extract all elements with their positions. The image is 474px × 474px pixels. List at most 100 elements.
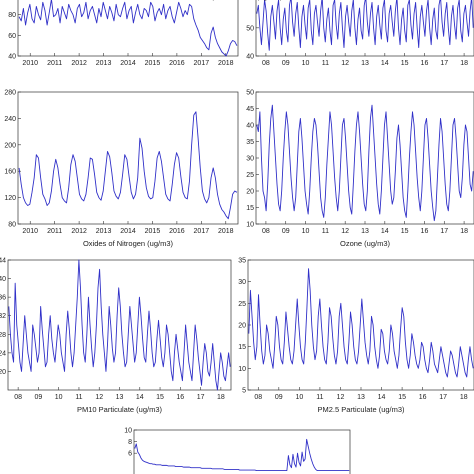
x-tick-label: 11 (322, 228, 329, 235)
y-tick-label: 6 (128, 451, 132, 458)
x-tick-label: 11 (316, 394, 323, 401)
plot-frame (247, 259, 474, 391)
plot-frame (255, 91, 474, 225)
x-tick-label: 2018 (218, 60, 234, 67)
y-tick-label: 10 (238, 366, 246, 373)
x-tick-label: 11 (322, 60, 329, 67)
x-tick-label: 2013 (96, 228, 112, 235)
x-tick-label: 2012 (71, 228, 87, 235)
y-tick-label: 40 (246, 123, 254, 130)
x-tick-label: 09 (282, 228, 290, 235)
x-tick-label: 10 (302, 60, 310, 67)
x-tick-label: 12 (341, 228, 349, 235)
x-tick-label: 14 (136, 394, 144, 401)
panel-title: Sulphur Dioxide (ug/m3) (202, 0, 283, 1)
x-tick-label: 18 (460, 228, 468, 235)
x-tick-label: 09 (282, 60, 290, 67)
x-tick-label: 08 (14, 394, 22, 401)
panel-title: PM2.5 Particulate (ug/m3) (317, 405, 405, 414)
series-line (134, 438, 350, 472)
y-tick-label: 50 (246, 90, 254, 97)
series-line (248, 268, 474, 378)
x-tick-label: 10 (295, 394, 303, 401)
x-tick-label: 2015 (145, 60, 161, 67)
chart-panel-0: 40 60 80 2010 2011 2012 2013 2014 2015 2016 2017 20… (8, 0, 239, 67)
y-tick-label: 45 (246, 106, 254, 113)
y-tick-label: 20 (246, 189, 254, 196)
x-tick-label: 16 (421, 60, 429, 67)
x-tick-label: 15 (401, 60, 409, 67)
plot-frame (17, 0, 239, 57)
x-tick-label: 09 (35, 394, 43, 401)
x-tick-label: 18 (460, 394, 468, 401)
panel-title: PM10 Particulate (ug/m3) (77, 405, 163, 414)
x-tick-label: 2011 (47, 228, 62, 235)
y-tick-label: 15 (238, 344, 246, 351)
y-tick-label: 60 (8, 33, 16, 40)
y-tick-label: 80 (8, 12, 16, 19)
x-tick-label: 12 (337, 394, 345, 401)
x-tick-label: 2017 (194, 60, 210, 67)
y-tick-label: 25 (238, 301, 246, 308)
y-tick-label: 36 (0, 295, 6, 302)
x-tick-label: 08 (262, 228, 270, 235)
y-tick-label: 44 (0, 258, 6, 265)
x-tick-label: 12 (95, 394, 103, 401)
panel-title: Oxides of Nitrogen (ug/m3) (83, 239, 174, 248)
x-tick-label: 13 (361, 228, 369, 235)
y-tick-label: 32 (0, 313, 6, 320)
x-tick-label: 10 (302, 228, 310, 235)
x-tick-label: 2014 (120, 228, 136, 235)
x-tick-label: 17 (197, 394, 205, 401)
y-tick-label: 80 (8, 222, 16, 229)
y-tick-label: 240 (4, 116, 16, 123)
plot-frame (133, 429, 351, 474)
x-tick-label: 2016 (169, 60, 185, 67)
y-tick-label: 20 (0, 369, 6, 376)
y-tick-label: 50 (246, 25, 254, 32)
x-tick-label: 15 (401, 228, 409, 235)
x-tick-label: 14 (378, 394, 386, 401)
y-tick-label: 40 (246, 54, 254, 61)
x-tick-label: 16 (421, 228, 429, 235)
x-tick-label: 13 (357, 394, 365, 401)
y-tick-label: 24 (0, 350, 6, 357)
x-tick-label: 2011 (47, 60, 62, 67)
y-tick-label: 25 (246, 172, 254, 179)
x-tick-label: 17 (440, 228, 448, 235)
y-tick-label: 5 (242, 388, 246, 395)
chart-panel-4: 20 24 28 32 36 40 44 08 09 10 11 12 13 14 15 16 17 18 PM10… (0, 258, 232, 414)
chart-panel-1: 40 50 08 09 10 11 12 13 14 15 16 17 18 (246, 0, 474, 67)
x-tick-label: 2018 (218, 228, 234, 235)
chart-panel-2: 80 120 160 200 240 280 2010 2011 2012 2013 2014 201… (4, 90, 239, 248)
x-tick-label: 13 (116, 394, 124, 401)
x-tick-label: 15 (398, 394, 406, 401)
y-tick-label: 28 (0, 332, 6, 339)
x-tick-label: 2010 (22, 228, 38, 235)
x-tick-label: 12 (341, 60, 349, 67)
chart-panel-5: 5 10 15 20 25 30 35 08 09 10 11 12 13 14 15 16 17 18 PM2.5… (238, 258, 474, 414)
x-tick-label: 16 (419, 394, 427, 401)
y-tick-label: 30 (238, 279, 246, 286)
x-tick-label: 2012 (71, 60, 87, 67)
x-tick-label: 2010 (22, 60, 38, 67)
x-tick-label: 18 (460, 60, 468, 67)
x-tick-label: 09 (275, 394, 283, 401)
x-tick-label: 17 (439, 394, 447, 401)
chart-panel-3: 10 15 20 25 30 35 40 45 50 08 09 10 11 12 13 14 15 16 17 18… (246, 90, 474, 248)
x-tick-label: 13 (361, 60, 369, 67)
series-line (18, 111, 238, 220)
x-tick-label: 15 (156, 394, 164, 401)
y-tick-label: 10 (246, 222, 254, 229)
y-tick-label: 35 (246, 139, 254, 146)
x-tick-label: 08 (262, 60, 270, 67)
series-line (256, 104, 474, 222)
x-tick-label: 2014 (120, 60, 136, 67)
series-line (256, 0, 474, 51)
panel-title: Ozone (ug/m3) (340, 239, 391, 248)
y-tick-label: 8 (128, 439, 132, 446)
x-tick-label: 2016 (169, 228, 185, 235)
y-tick-label: 200 (4, 142, 16, 149)
chart-panel-6: 6 8 10 Sulphur Dioxide (ug/m3) (124, 0, 351, 474)
